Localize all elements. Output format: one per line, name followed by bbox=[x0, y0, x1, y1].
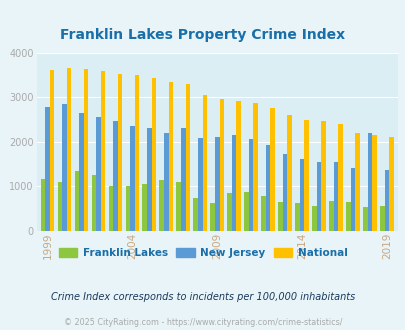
Bar bbox=[260, 196, 265, 231]
Bar bbox=[248, 139, 253, 231]
Bar bbox=[113, 121, 117, 231]
Bar bbox=[304, 119, 308, 231]
Bar bbox=[367, 133, 371, 231]
Bar bbox=[299, 159, 304, 231]
Bar bbox=[108, 186, 113, 231]
Bar bbox=[214, 137, 219, 231]
Bar bbox=[92, 175, 96, 231]
Bar bbox=[67, 68, 71, 231]
Bar bbox=[193, 198, 198, 231]
Bar bbox=[362, 207, 367, 231]
Bar bbox=[282, 154, 287, 231]
Bar bbox=[328, 201, 333, 231]
Legend: Franklin Lakes, New Jersey, National: Franklin Lakes, New Jersey, National bbox=[54, 244, 351, 262]
Text: © 2025 CityRating.com - https://www.cityrating.com/crime-statistics/: © 2025 CityRating.com - https://www.city… bbox=[64, 318, 341, 327]
Bar bbox=[350, 168, 354, 231]
Bar bbox=[227, 193, 231, 231]
Text: Franklin Lakes Property Crime Index: Franklin Lakes Property Crime Index bbox=[60, 28, 345, 42]
Bar bbox=[164, 133, 168, 231]
Bar bbox=[117, 74, 122, 231]
Bar bbox=[388, 137, 393, 231]
Bar bbox=[151, 78, 156, 231]
Bar bbox=[320, 121, 325, 231]
Bar bbox=[202, 95, 207, 231]
Bar bbox=[159, 181, 164, 231]
Bar bbox=[371, 135, 376, 231]
Bar bbox=[219, 99, 224, 231]
Bar bbox=[345, 203, 350, 231]
Bar bbox=[316, 162, 320, 231]
Bar bbox=[253, 103, 257, 231]
Bar bbox=[354, 133, 359, 231]
Bar bbox=[270, 108, 274, 231]
Bar bbox=[176, 182, 181, 231]
Bar bbox=[210, 203, 214, 231]
Bar bbox=[147, 128, 151, 231]
Bar bbox=[58, 182, 62, 231]
Bar bbox=[142, 184, 147, 231]
Bar bbox=[96, 117, 100, 231]
Bar bbox=[287, 115, 291, 231]
Bar bbox=[45, 107, 50, 231]
Bar bbox=[379, 206, 384, 231]
Bar bbox=[134, 75, 139, 231]
Bar bbox=[333, 162, 337, 231]
Bar bbox=[79, 113, 83, 231]
Bar bbox=[277, 203, 282, 231]
Bar bbox=[125, 186, 130, 231]
Bar bbox=[168, 82, 173, 231]
Bar bbox=[100, 71, 105, 231]
Bar bbox=[236, 101, 241, 231]
Bar bbox=[337, 124, 342, 231]
Bar bbox=[181, 128, 185, 231]
Bar bbox=[265, 146, 270, 231]
Bar bbox=[40, 179, 45, 231]
Bar bbox=[294, 203, 299, 231]
Bar bbox=[75, 171, 79, 231]
Bar bbox=[83, 69, 88, 231]
Text: Crime Index corresponds to incidents per 100,000 inhabitants: Crime Index corresponds to incidents per… bbox=[51, 292, 354, 302]
Bar bbox=[244, 192, 248, 231]
Bar bbox=[384, 170, 388, 231]
Bar bbox=[311, 207, 316, 231]
Bar bbox=[50, 70, 54, 231]
Bar bbox=[231, 135, 236, 231]
Bar bbox=[198, 138, 202, 231]
Bar bbox=[185, 83, 190, 231]
Bar bbox=[130, 126, 134, 231]
Bar bbox=[62, 104, 67, 231]
